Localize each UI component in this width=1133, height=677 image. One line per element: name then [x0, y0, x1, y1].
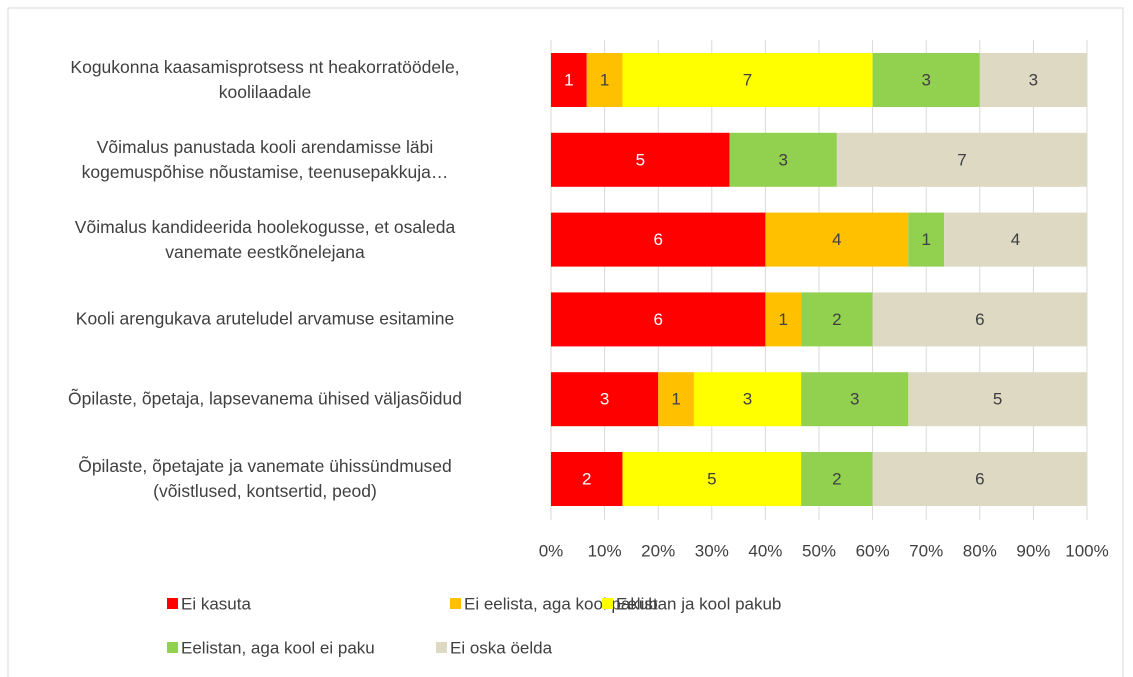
x-tick-label: 90% — [1016, 541, 1050, 560]
bar-segment — [872, 53, 980, 107]
legend-swatch — [450, 598, 461, 609]
x-tick-label: 40% — [748, 541, 782, 560]
legend-label: Ei kasuta — [181, 594, 251, 613]
data-label: 3 — [743, 390, 752, 409]
chart-frame — [7, 7, 1124, 677]
legend-swatch — [602, 598, 613, 609]
category-label: Kooli arengukava aruteludel arvamuse esi… — [75, 308, 455, 329]
legend-label: Eelistan ja kool pakub — [616, 594, 781, 613]
bar-segment — [908, 212, 945, 267]
data-label: 6 — [975, 469, 984, 488]
bar-segment — [622, 53, 873, 107]
x-tick-label: 30% — [695, 541, 729, 560]
bar-segment — [551, 212, 766, 267]
x-tick-label: 80% — [963, 541, 997, 560]
bar-segment — [801, 372, 909, 427]
data-label: 2 — [832, 469, 841, 488]
bar-segment — [551, 372, 659, 427]
data-label: 3 — [779, 150, 788, 169]
category-label: Võimalus panustada kooli arendamisse läb… — [81, 136, 449, 182]
data-label: 7 — [743, 70, 752, 89]
x-tick-label: 60% — [856, 541, 890, 560]
x-tick-label: 100% — [1065, 541, 1108, 560]
x-tick-label: 10% — [588, 541, 622, 560]
data-label: 1 — [564, 70, 573, 89]
data-label: 5 — [636, 150, 645, 169]
bar-segment — [801, 452, 873, 506]
bar-segment — [765, 292, 802, 347]
category-label: Õpilaste, õpetaja, lapsevanema ühised vä… — [67, 388, 462, 409]
data-label: 2 — [832, 310, 841, 329]
legend-label: Ei oska öelda — [450, 638, 553, 657]
data-label: 5 — [707, 469, 716, 488]
data-label: 2 — [582, 469, 591, 488]
data-label: 1 — [600, 70, 609, 89]
data-label: 6 — [975, 310, 984, 329]
x-tick-label: 70% — [909, 541, 943, 560]
legend-label: Eelistan, aga kool ei paku — [181, 638, 375, 657]
data-label: 6 — [653, 230, 662, 249]
bar-segment — [693, 372, 802, 427]
bar-segment — [551, 53, 587, 107]
bar-segment — [872, 452, 1087, 506]
data-label: 4 — [1011, 230, 1020, 249]
legend-swatch — [167, 598, 178, 609]
bar-segment — [944, 212, 1087, 267]
bar-segment — [872, 292, 1087, 347]
data-label: 6 — [653, 310, 662, 329]
bar-segment — [551, 292, 766, 347]
bar-segment — [908, 372, 1087, 427]
data-label: 1 — [671, 390, 680, 409]
data-label: 3 — [921, 70, 930, 89]
data-label: 1 — [921, 230, 930, 249]
bar-segment — [658, 372, 694, 427]
bar-segment — [551, 132, 730, 187]
bar-segment — [979, 53, 1087, 107]
data-label: 4 — [832, 230, 841, 249]
data-label: 3 — [850, 390, 859, 409]
bar-segment — [836, 132, 1087, 187]
category-label: Õpilaste, õpetajate ja vanemate ühissünd… — [78, 456, 452, 501]
data-label: 7 — [957, 150, 966, 169]
data-label: 3 — [1029, 70, 1038, 89]
x-tick-label: 0% — [539, 541, 564, 560]
legend-swatch — [167, 642, 178, 653]
bar-segment — [801, 292, 873, 347]
category-label: Kogukonna kaasamisprotsess nt heakorratö… — [70, 57, 460, 102]
bar-segment — [551, 452, 623, 506]
legend-swatch — [436, 642, 447, 653]
bar-segment — [765, 212, 909, 267]
category-label: Võimalus kandideerida hoolekogusse, et o… — [74, 216, 456, 262]
bar-segment — [586, 53, 623, 107]
x-tick-label: 50% — [802, 541, 836, 560]
bar-segment — [622, 452, 802, 506]
bar-segment — [729, 132, 837, 187]
x-tick-label: 20% — [641, 541, 675, 560]
data-label: 5 — [993, 390, 1002, 409]
data-label: 1 — [779, 310, 788, 329]
data-label: 3 — [600, 390, 609, 409]
